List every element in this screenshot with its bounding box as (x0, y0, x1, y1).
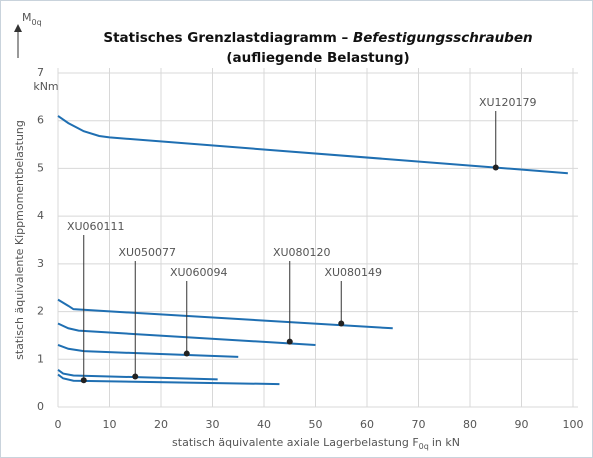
x-tick-label: 80 (463, 418, 477, 431)
x-tick-label: 90 (515, 418, 529, 431)
x-tick-label: 70 (412, 418, 426, 431)
annotation-label: XU060094 (170, 266, 228, 279)
series-line (57, 368, 218, 381)
y-tick-label: 1 (37, 352, 44, 365)
x-tick-label: 100 (563, 418, 584, 431)
annotation-label: XU080120 (273, 246, 331, 259)
series-line (57, 115, 568, 175)
y-tick-label: 6 (37, 114, 44, 127)
y-tick-label: 3 (37, 257, 44, 270)
annotation-label: XU060111 (67, 220, 125, 233)
y-symbol: M0q (22, 11, 42, 27)
y-tick-label: 7 (37, 66, 44, 79)
marker (183, 350, 190, 357)
series-line (57, 298, 393, 330)
x-label-main: statisch äquivalente axiale Lagerbelastu… (172, 436, 419, 449)
y-axis-label: statisch äquivalente Kippmomentbelastung (13, 120, 26, 360)
series-line (57, 344, 239, 358)
marker (286, 338, 293, 345)
x-tick-label: 50 (309, 418, 323, 431)
title-italic: Befestigungsschrauben (353, 30, 533, 46)
x-tick-label: 60 (360, 418, 374, 431)
chart-subtitle: (aufliegende Belastung) (226, 50, 409, 66)
annotation-label: XU050077 (118, 246, 176, 259)
marker (492, 164, 499, 171)
x-tick-label: 40 (257, 418, 271, 431)
y-unit: kNm (33, 80, 58, 93)
x-tick-label: 30 (206, 418, 220, 431)
series-line (57, 322, 316, 346)
y-tick-label: 2 (37, 305, 44, 318)
x-tick-label: 10 (103, 418, 117, 431)
x-tick-label: 20 (154, 418, 168, 431)
annotation-label: XU080149 (324, 266, 382, 279)
x-label-tail: in kN (432, 436, 460, 449)
marker (132, 373, 139, 380)
x-label-sub: 0q (419, 442, 429, 451)
annotation-label: XU120179 (479, 96, 537, 109)
marker (80, 377, 87, 384)
x-tick-label: 0 (55, 418, 62, 431)
title-text: Statisches Grenzlastdiagramm – (103, 30, 353, 46)
marker (338, 320, 345, 327)
y-symbol-sub: 0q (32, 18, 42, 27)
y-symbol-main: M (22, 11, 32, 24)
y-tick-label: 4 (37, 209, 44, 222)
y-tick-label: 5 (37, 161, 44, 174)
y-tick-label: 0 (37, 400, 44, 413)
series-line (57, 373, 280, 386)
x-axis-label: statisch äquivalente axiale Lagerbelastu… (172, 436, 460, 451)
y-arrow-head (14, 24, 22, 32)
chart-title: Statisches Grenzlastdiagramm – Befestigu… (103, 30, 532, 46)
